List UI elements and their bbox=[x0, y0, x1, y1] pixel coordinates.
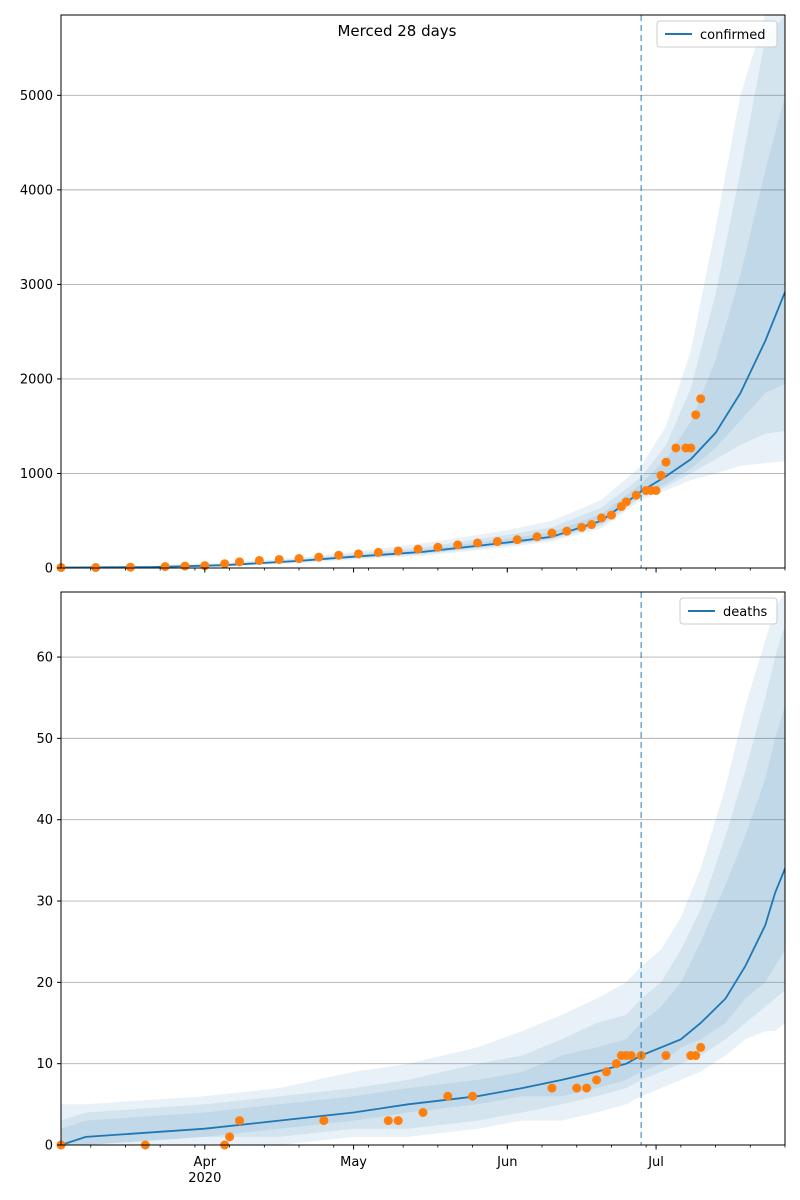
y-tick-label: 20 bbox=[36, 976, 53, 991]
data-point bbox=[611, 1059, 621, 1069]
data-point bbox=[180, 561, 190, 571]
data-point bbox=[160, 562, 170, 572]
data-point bbox=[125, 562, 135, 572]
axes-frame bbox=[60, 14, 786, 569]
data-point bbox=[587, 520, 597, 530]
data-point bbox=[661, 1051, 671, 1061]
data-point bbox=[354, 549, 364, 559]
data-point bbox=[319, 1116, 329, 1126]
data-point bbox=[443, 1091, 453, 1101]
data-point bbox=[656, 470, 666, 480]
data-point bbox=[606, 510, 616, 520]
data-point bbox=[433, 542, 443, 552]
data-point bbox=[254, 555, 264, 565]
chart-title: Merced 28 days bbox=[337, 22, 456, 40]
uncertainty-band-1 bbox=[61, 592, 785, 1145]
data-point bbox=[671, 443, 681, 453]
data-point bbox=[413, 544, 423, 554]
observed-points bbox=[56, 394, 706, 573]
data-point bbox=[294, 554, 304, 564]
data-point bbox=[512, 535, 522, 545]
observed-points bbox=[56, 1042, 706, 1150]
data-point bbox=[651, 485, 661, 495]
uncertainty-band-1 bbox=[61, 15, 785, 568]
model-line bbox=[61, 868, 785, 1145]
axes-frame bbox=[60, 591, 786, 1146]
x-tick-sublabel: 2020 bbox=[188, 1171, 221, 1186]
x-tick-label: Apr bbox=[194, 1155, 217, 1170]
data-point bbox=[547, 528, 557, 538]
data-point bbox=[383, 1116, 393, 1126]
y-tick-label: 40 bbox=[36, 813, 53, 828]
uncertainty-bands bbox=[61, 592, 785, 1145]
data-point bbox=[577, 522, 587, 532]
data-point bbox=[562, 526, 572, 536]
y-tick-label: 50 bbox=[36, 732, 53, 747]
y-tick-label: 0 bbox=[45, 562, 53, 577]
data-point bbox=[691, 410, 701, 420]
data-point bbox=[220, 559, 230, 569]
data-point bbox=[572, 1083, 582, 1093]
data-point bbox=[621, 497, 631, 507]
data-point bbox=[626, 1051, 636, 1061]
x-tick-label: Jun bbox=[496, 1155, 517, 1170]
data-point bbox=[274, 554, 284, 564]
data-point bbox=[592, 1075, 602, 1085]
uncertainty-band-3 bbox=[61, 95, 785, 568]
panel-confirmed: 0 1000 2000 3000 4000 5000 confirmed bbox=[20, 14, 786, 577]
data-point bbox=[492, 537, 502, 547]
data-point bbox=[582, 1083, 592, 1093]
y-tick-label: 5000 bbox=[20, 89, 53, 104]
uncertainty-bands bbox=[61, 15, 785, 568]
data-point bbox=[597, 513, 607, 523]
legend-box bbox=[679, 597, 778, 625]
data-point bbox=[696, 1042, 706, 1052]
data-point bbox=[453, 540, 463, 550]
data-point bbox=[661, 457, 671, 467]
legend: confirmed bbox=[656, 20, 778, 48]
data-point bbox=[547, 1083, 557, 1093]
data-point bbox=[334, 550, 344, 560]
y-tick-label: 30 bbox=[36, 895, 53, 910]
data-point bbox=[601, 1067, 611, 1077]
y-tick-label: 3000 bbox=[20, 278, 53, 293]
data-point bbox=[691, 1051, 701, 1061]
legend: deaths bbox=[679, 597, 778, 625]
data-point bbox=[468, 1091, 478, 1101]
y-tick-label: 0 bbox=[45, 1139, 53, 1154]
data-point bbox=[235, 1116, 245, 1126]
data-point bbox=[631, 490, 641, 500]
y-tick-label: 1000 bbox=[20, 467, 53, 482]
data-point bbox=[235, 557, 245, 567]
legend-label: deaths bbox=[723, 605, 768, 620]
y-tick-label: 10 bbox=[36, 1057, 53, 1072]
x-tick-label: Jul bbox=[647, 1155, 664, 1170]
legend-box bbox=[656, 20, 778, 48]
data-point bbox=[314, 552, 324, 562]
y-tick-label: 4000 bbox=[20, 183, 53, 198]
x-tick-label: May bbox=[340, 1155, 367, 1170]
data-point bbox=[393, 1116, 403, 1126]
data-point bbox=[686, 443, 696, 453]
data-point bbox=[225, 1132, 235, 1142]
data-point bbox=[696, 394, 706, 404]
data-point bbox=[418, 1107, 428, 1117]
data-point bbox=[393, 546, 403, 556]
data-point bbox=[532, 532, 542, 542]
y-tick-label: 2000 bbox=[20, 372, 53, 387]
y-tick-label: 60 bbox=[36, 651, 53, 666]
data-point bbox=[373, 547, 383, 557]
data-point bbox=[473, 538, 483, 548]
legend-label: confirmed bbox=[700, 28, 766, 43]
